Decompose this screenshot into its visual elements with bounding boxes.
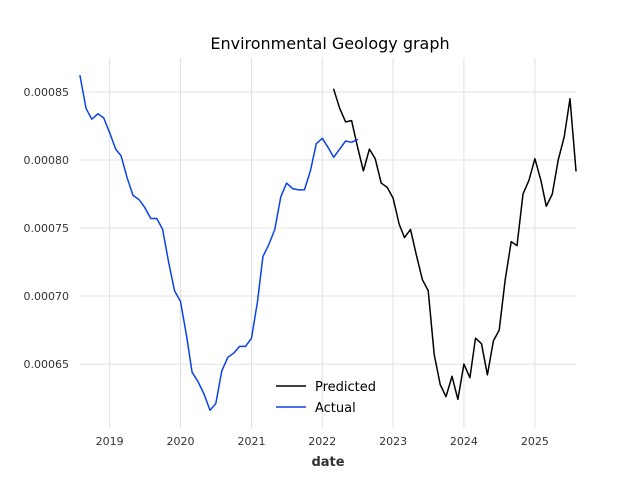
x-tick-label: 2019 [96,435,124,448]
chart-title: Environmental Geology graph [210,34,449,53]
y-tick-label: 0.00070 [24,290,70,303]
legend-label-predicted: Predicted [315,380,376,395]
series-line-actual [79,74,359,412]
legend: Predicted Actual [276,380,376,416]
y-tick-label: 0.00080 [24,154,70,167]
grid-lines [80,58,576,428]
x-tick-label: 2023 [379,435,407,448]
x-axis-ticks: 2019 2020 2021 2022 2023 2024 2025 [96,435,549,448]
x-tick-label: 2021 [237,435,265,448]
y-axis-ticks: 0.00065 0.00070 0.00075 0.00080 0.00085 [24,86,70,371]
series-lines [79,74,577,412]
y-tick-label: 0.00065 [24,358,70,371]
x-tick-label: 2025 [521,435,549,448]
x-tick-label: 2024 [450,435,478,448]
x-tick-label: 2020 [166,435,194,448]
series-line-predicted [332,88,577,401]
legend-label-actual: Actual [315,401,356,416]
y-tick-label: 0.00085 [24,86,70,99]
x-tick-label: 2022 [308,435,336,448]
x-axis-label: date [311,455,344,470]
y-tick-label: 0.00075 [24,222,70,235]
